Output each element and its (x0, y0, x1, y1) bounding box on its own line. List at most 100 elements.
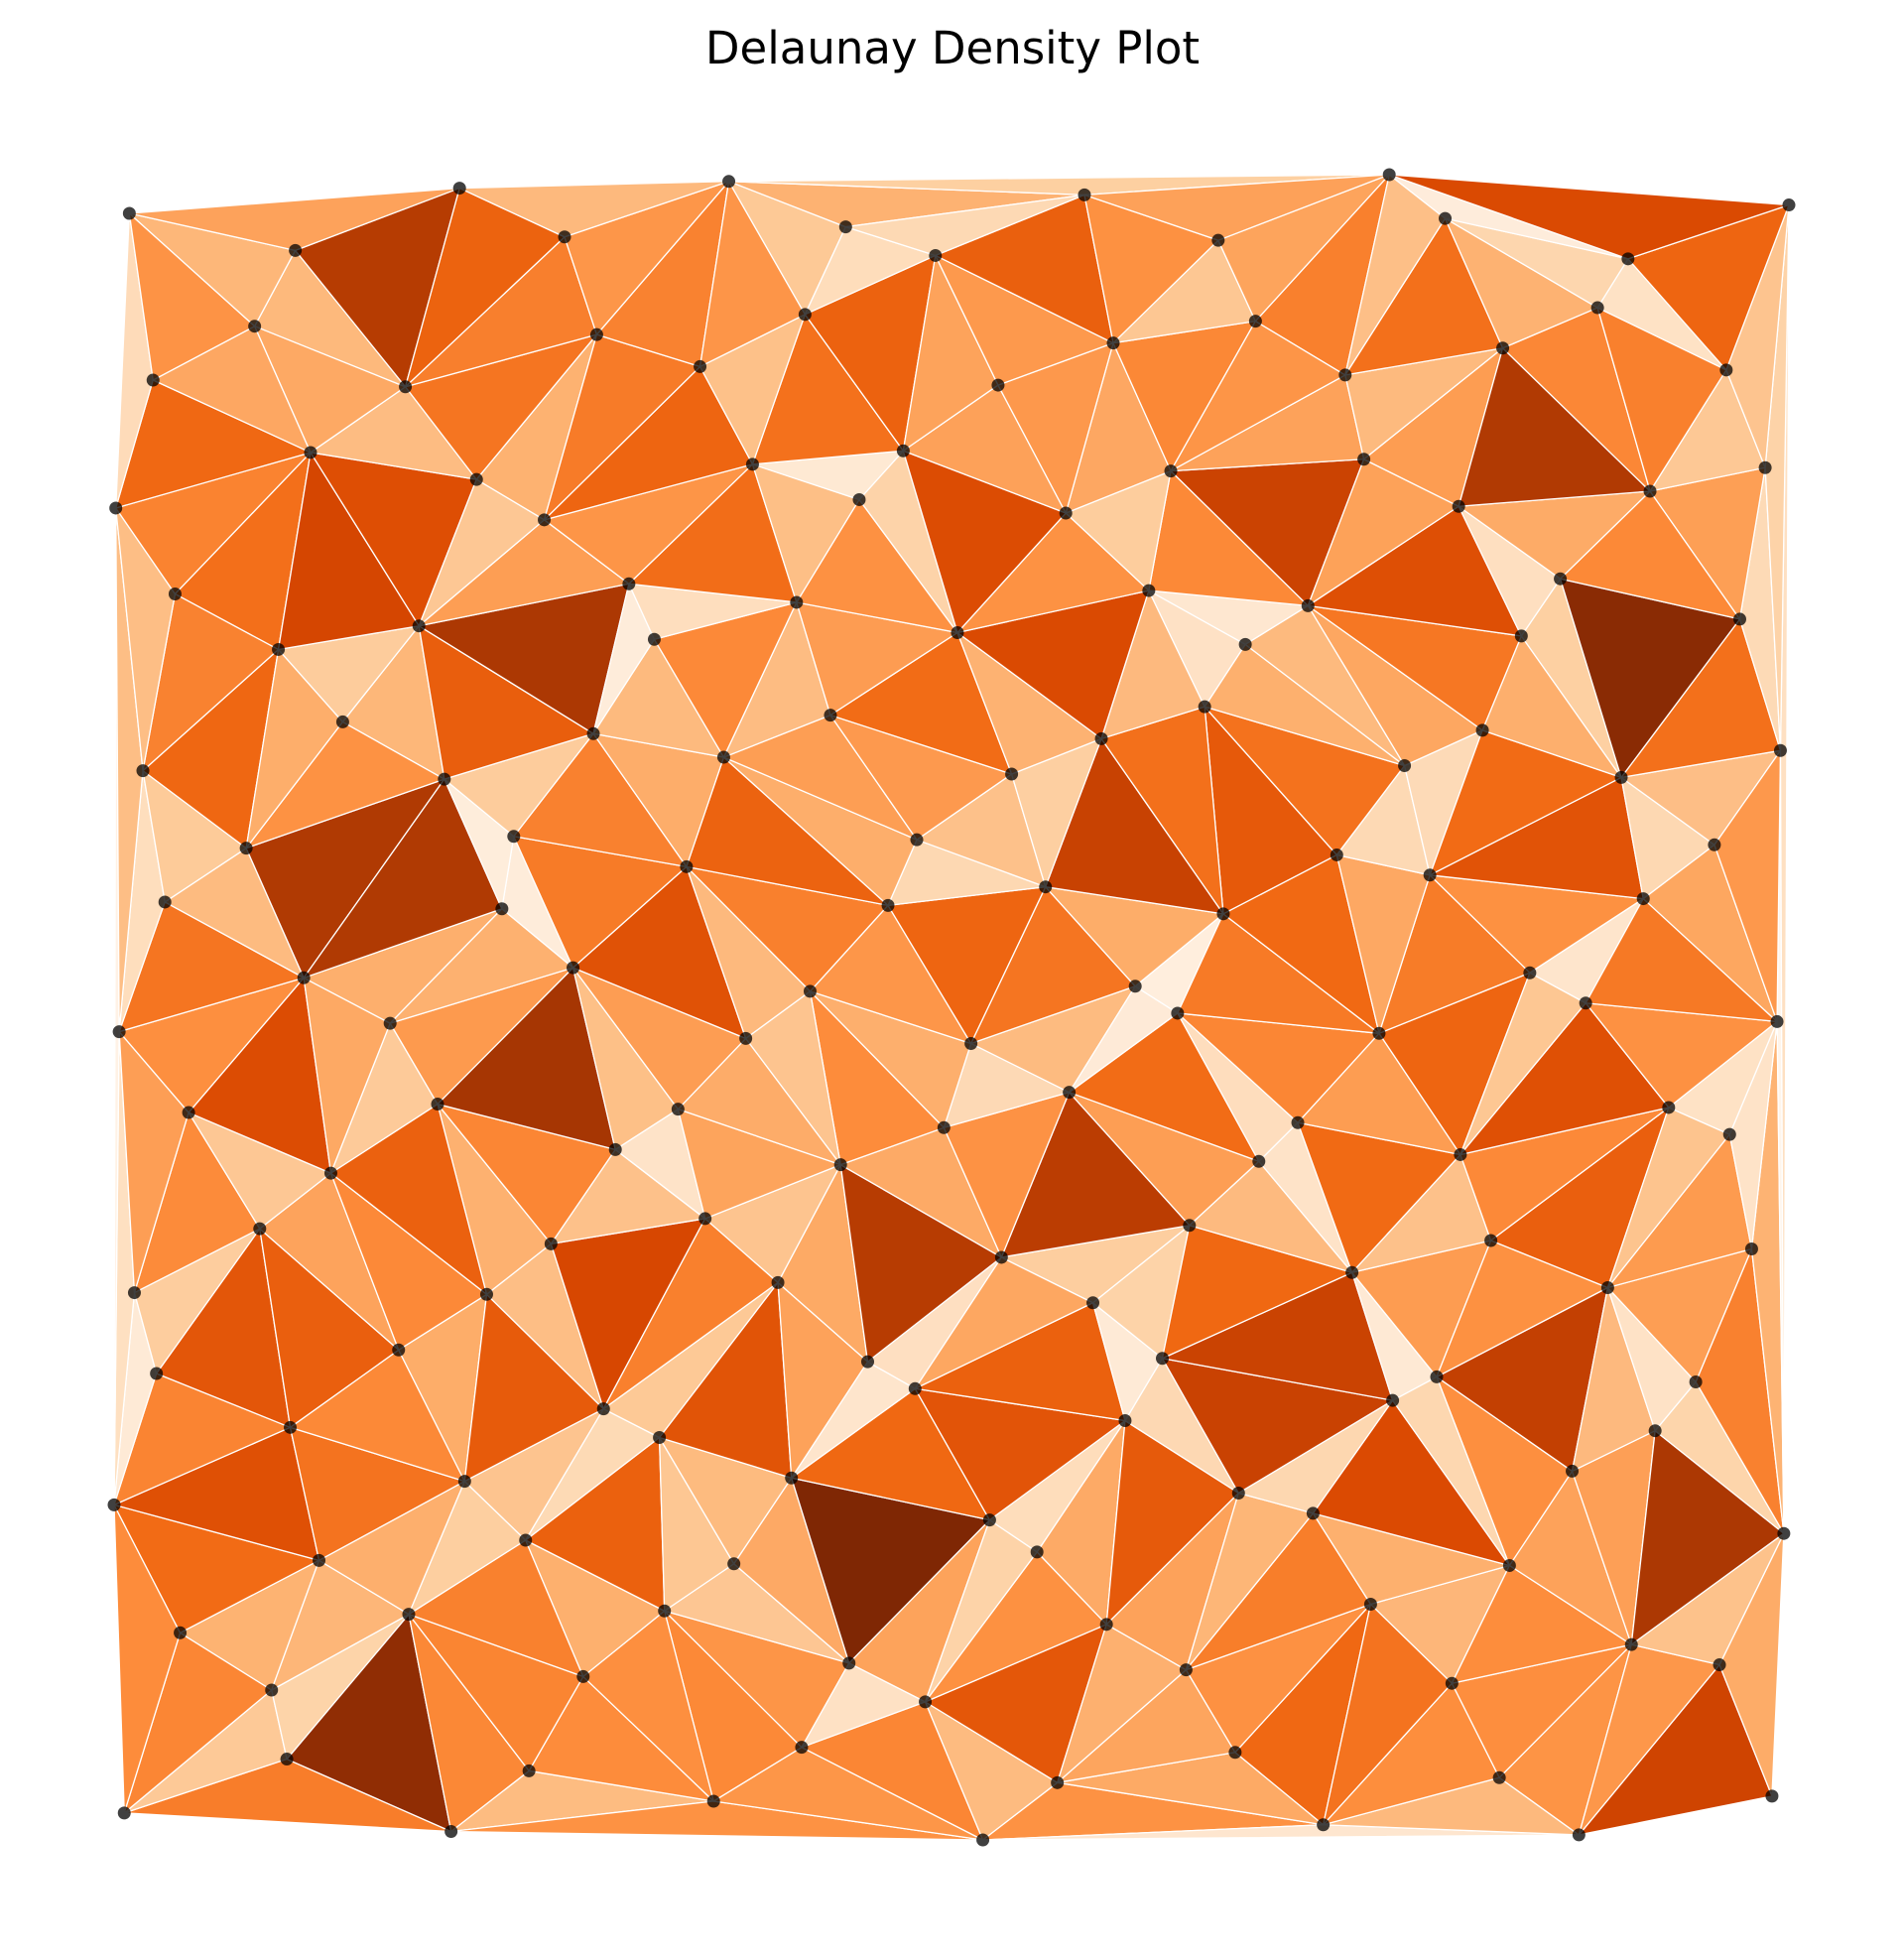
point (937, 1120, 951, 1134)
point (1643, 484, 1657, 498)
point (1744, 1241, 1758, 1255)
point (444, 1825, 458, 1839)
point (716, 750, 730, 764)
point (112, 1025, 126, 1039)
point (1773, 743, 1787, 757)
point (1600, 1280, 1614, 1294)
point (558, 230, 571, 244)
point (136, 764, 150, 778)
point (1708, 838, 1721, 851)
point (1590, 301, 1604, 315)
point (1345, 1265, 1359, 1279)
point (284, 1420, 298, 1434)
point (596, 1402, 610, 1416)
point (671, 1103, 685, 1116)
point (1306, 1506, 1320, 1520)
point (1648, 1424, 1662, 1438)
point (1051, 1775, 1065, 1789)
point (1231, 1486, 1245, 1500)
point (168, 587, 182, 600)
point (982, 1513, 996, 1527)
point (1030, 1545, 1044, 1559)
point (842, 1656, 856, 1670)
point (304, 446, 317, 459)
point (929, 248, 943, 262)
triangle (458, 181, 730, 238)
point (239, 842, 253, 855)
point (127, 1286, 141, 1300)
point (1183, 1219, 1197, 1233)
point (1301, 598, 1315, 612)
point (457, 1475, 471, 1489)
point (1386, 1393, 1400, 1407)
points (107, 168, 1796, 1847)
point (1171, 1006, 1185, 1020)
point (1492, 1770, 1506, 1784)
point (122, 206, 136, 220)
point (727, 1557, 741, 1571)
point (1758, 460, 1772, 474)
point (1005, 767, 1019, 781)
point (589, 327, 603, 341)
point (117, 1806, 131, 1820)
triangle (844, 194, 1085, 257)
point (1636, 892, 1650, 906)
point (469, 472, 483, 486)
point (1770, 1014, 1784, 1028)
point (265, 1683, 279, 1697)
point (1614, 770, 1628, 784)
triangle (128, 187, 460, 251)
point (538, 513, 552, 527)
point (1423, 868, 1437, 882)
point (174, 1626, 188, 1639)
point (1063, 1086, 1077, 1100)
point (698, 1212, 712, 1226)
point (1164, 464, 1178, 478)
point (1238, 637, 1252, 651)
point (567, 961, 580, 975)
point (1248, 315, 1262, 328)
point (576, 1669, 590, 1683)
point (1099, 1618, 1113, 1632)
point (833, 1158, 847, 1172)
point (1228, 1746, 1242, 1760)
point (109, 501, 123, 515)
point (1523, 966, 1537, 980)
point (1317, 1818, 1331, 1832)
point (1372, 1026, 1386, 1040)
point (544, 1237, 558, 1250)
point (622, 577, 636, 590)
point (896, 444, 910, 457)
point (1357, 453, 1371, 466)
point (146, 373, 160, 387)
point (1252, 1154, 1266, 1168)
point (1452, 499, 1465, 513)
point (608, 1142, 622, 1156)
point (412, 619, 426, 633)
point (1086, 1296, 1100, 1310)
point (680, 859, 694, 873)
point (1398, 759, 1412, 773)
point (1722, 1127, 1736, 1141)
point (1330, 848, 1343, 861)
point (706, 1794, 720, 1808)
triangle (1388, 174, 1790, 260)
point (248, 320, 262, 333)
point (653, 1430, 667, 1444)
point (1496, 341, 1510, 355)
point (881, 898, 895, 912)
point (994, 1250, 1008, 1264)
point (280, 1753, 294, 1766)
point (1484, 1234, 1498, 1247)
point (908, 1381, 922, 1395)
point (335, 715, 349, 728)
point (383, 1016, 397, 1030)
point (522, 1764, 536, 1777)
point (694, 359, 707, 373)
point (1439, 211, 1453, 225)
point (1514, 629, 1528, 643)
point (253, 1222, 267, 1236)
point (313, 1553, 326, 1567)
point (1454, 1147, 1467, 1161)
point (1039, 880, 1053, 894)
